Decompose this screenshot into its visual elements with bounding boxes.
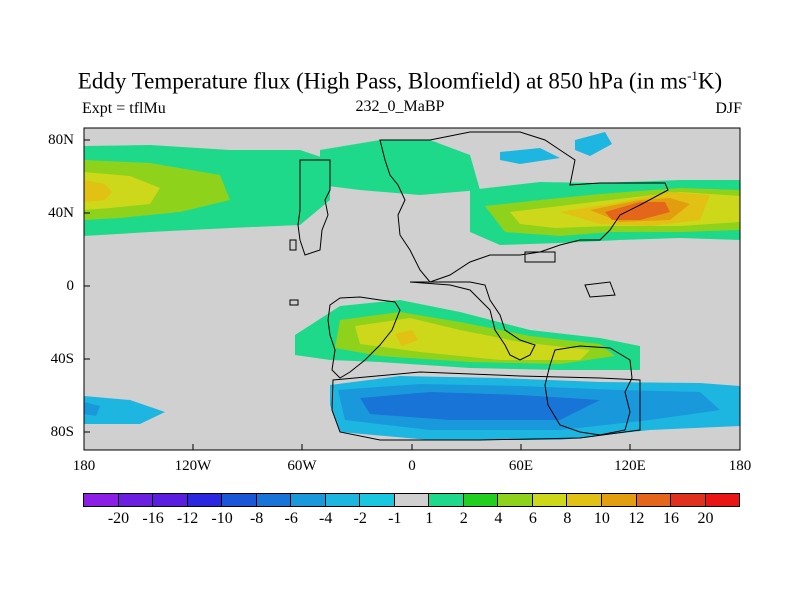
south-america-outline [327, 296, 401, 379]
colorbar-box [221, 493, 257, 507]
colorbar-box [83, 493, 119, 507]
y-tick-label: 40N [48, 205, 74, 221]
colorbar-label: 4 [494, 510, 503, 527]
colorbar-box [186, 493, 223, 507]
colorbar-label: -4 [319, 510, 333, 527]
y-tick-label: 0 [66, 278, 75, 294]
colorbar-label: 6 [528, 510, 537, 527]
x-tick-label: 60W [287, 458, 317, 474]
colorbar-box [704, 493, 741, 507]
island-outline-3 [289, 239, 297, 251]
colorbar-label: 2 [459, 510, 468, 527]
colorbar [83, 493, 741, 507]
x-tick-label: 180 [728, 458, 752, 474]
colorbar-box [462, 493, 499, 507]
colorbar-label: 10 [593, 510, 610, 527]
colorbar-label: 12 [628, 510, 645, 527]
colorbar-box [428, 493, 464, 507]
africa-outline [409, 281, 536, 361]
colorbar-box [117, 493, 154, 507]
colorbar-label: 1 [425, 510, 434, 527]
colorbar-label: -6 [284, 510, 298, 527]
colorbar-label: -12 [176, 510, 199, 527]
colorbar-box [290, 493, 326, 507]
x-tick-label: 60E [508, 458, 534, 474]
sh-yellow [355, 318, 590, 360]
x-tick-label: 120W [174, 458, 212, 474]
colorbar-label: 8 [563, 510, 572, 527]
so-darkblue [360, 392, 600, 420]
colorbar-box [566, 493, 602, 507]
colorbar-label: -8 [249, 510, 264, 527]
colorbar-box [635, 493, 672, 507]
americas-outline [297, 159, 331, 256]
colorbar-box [600, 493, 637, 507]
x-tick-label: 180 [72, 458, 96, 474]
colorbar-box [497, 493, 533, 507]
contour-fills [84, 132, 740, 440]
continent-outlines [289, 131, 669, 441]
colorbar-box [255, 493, 292, 507]
colorbar-label: -20 [107, 510, 130, 527]
nh-west-orange [84, 180, 112, 202]
experiment-label: Expt = tflMu [82, 100, 166, 117]
australia-outline [544, 345, 633, 436]
y-tick-label: 80N [48, 132, 74, 148]
colorbar-label: 20 [697, 510, 714, 527]
y-tick-label: 40S [50, 351, 74, 367]
colorbar-box [359, 493, 395, 507]
sw-blue [84, 396, 165, 424]
colorbar-label: -10 [211, 510, 233, 527]
island-outline-4 [289, 299, 299, 306]
antarctica-outline [331, 371, 641, 441]
arctic-blue2 [575, 132, 612, 156]
sh-orange [395, 330, 418, 346]
island-outline-1 [524, 251, 556, 263]
season-label: DJF [715, 100, 742, 117]
sw-blue2 [84, 402, 100, 416]
eurasia-outline [379, 131, 669, 283]
plot-title: Eddy Temperature flux (High Pass, Bloomf… [77, 68, 723, 94]
colorbar-box [531, 493, 568, 507]
colorbar-label: -16 [142, 510, 164, 527]
colorbar-label: -2 [353, 510, 367, 527]
nh-west-yellow [84, 172, 160, 210]
colorbar-label: 16 [662, 510, 679, 527]
x-tick-label: 120E [614, 458, 646, 474]
colorbar-box [393, 493, 430, 507]
colorbar-box [324, 493, 361, 507]
arctic-blue [500, 148, 560, 164]
colorbar-label: -1 [388, 510, 402, 527]
x-tick-label: 0 [408, 458, 416, 474]
np-red [605, 202, 670, 220]
colorbar-box [152, 493, 188, 507]
colorbar-box [670, 493, 706, 507]
run-label: 232_0_MaBP [355, 98, 445, 115]
island-outline-2 [584, 281, 616, 298]
y-tick-label: 80S [50, 424, 74, 440]
tick-marks [83, 139, 741, 450]
arctic-band [320, 140, 480, 195]
